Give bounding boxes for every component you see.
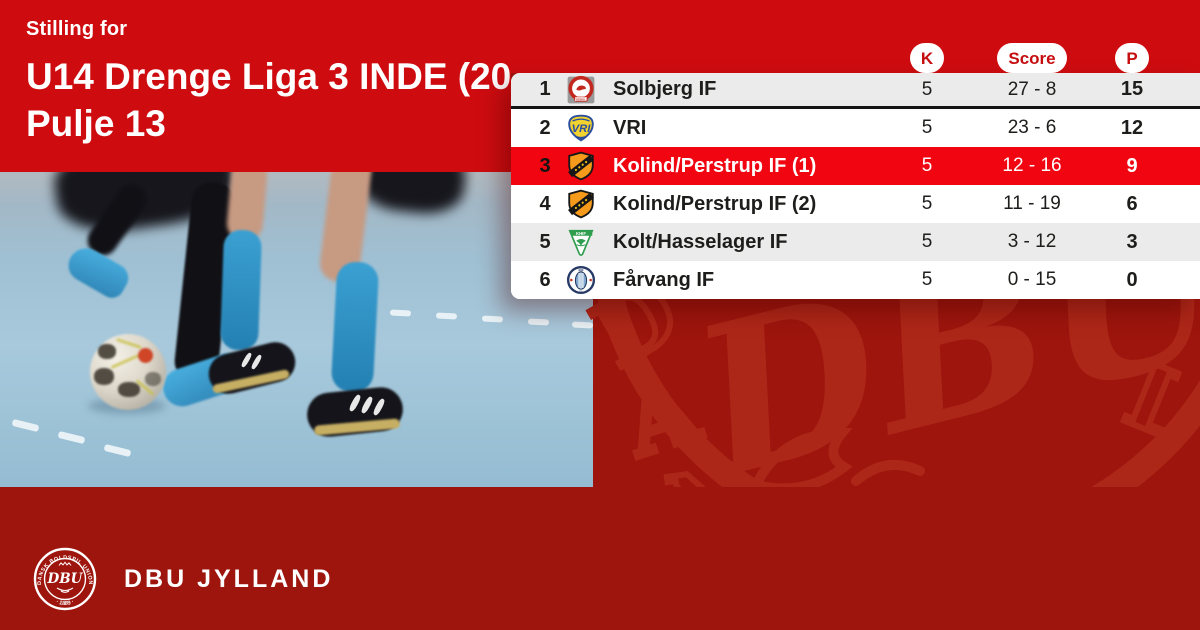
club-name: Fårvang IF — [613, 268, 715, 291]
table-row: 3 Kolind/Perstrup IF (1) 5 12 - 16 9 — [511, 147, 1200, 185]
court-line-dash — [527, 318, 550, 326]
position-cell: 6 — [539, 268, 551, 291]
club-name: VRI — [613, 116, 647, 139]
club-name: Solbjerg IF — [613, 78, 717, 100]
player-sock — [219, 229, 263, 351]
page-title: U14 Drenge Liga 3 INDE (20.. — [26, 56, 532, 97]
score-cell: 23 - 6 — [1007, 117, 1057, 138]
table-row: 5 KHIF Kolt/Hasselager IF 5 3 - 12 3 — [511, 223, 1200, 261]
court-line-dash — [11, 418, 40, 433]
matches-cell: 5 — [921, 193, 933, 214]
matches-cell: 5 — [921, 78, 933, 100]
position-cell: 3 — [539, 154, 551, 177]
crest-ring-bottom-text: · 1889 · — [55, 599, 75, 607]
table-row: 1 FODBOLD Solbjerg IF 5 27 - 8 15 — [511, 73, 1200, 106]
position-cell: 2 — [539, 116, 551, 139]
dbu-watermark: D A N L DBU — [560, 299, 1200, 487]
score-cell: 0 - 15 — [1007, 269, 1057, 290]
points-cell: 0 — [1126, 268, 1138, 291]
kolind-club-logo-icon — [565, 188, 597, 220]
table-row: 4 Kolind/Perstrup IF (2) 5 11 - 19 6 — [511, 185, 1200, 223]
court-line-dash — [481, 315, 504, 323]
player-torso — [356, 172, 469, 218]
score-cell: 3 - 12 — [1007, 231, 1057, 252]
matches-cell: 5 — [921, 231, 933, 252]
watermark-letters: DBU — [669, 299, 1200, 487]
matches-cell: 5 — [921, 117, 933, 138]
matches-cell: 5 — [921, 269, 933, 290]
club-name: Kolt/Hasselager IF — [613, 230, 788, 253]
header-band-left — [0, 0, 511, 172]
table-rows: 1 FODBOLD Solbjerg IF 5 27 - 8 15 2 VRI … — [511, 73, 1200, 299]
position-cell: 1 — [539, 78, 551, 100]
court-line-dash — [57, 430, 86, 445]
column-header-matches: K — [910, 43, 944, 73]
svg-text:KHIF: KHIF — [576, 231, 586, 236]
crest-center-text: DBU — [47, 571, 84, 587]
eyebrow-label: Stilling for — [26, 18, 128, 40]
svg-text:· 1889 ·: · 1889 · — [55, 599, 75, 607]
points-cell: 12 — [1120, 116, 1144, 139]
kolind-club-logo-icon — [565, 150, 597, 182]
score-cell: 27 - 8 — [1007, 78, 1057, 100]
club-name: Kolind/Perstrup IF (1) — [613, 154, 817, 177]
page-subtitle: Pulje 13 — [26, 103, 166, 144]
svg-text:···: ··· — [579, 289, 582, 293]
points-cell: 15 — [1120, 78, 1144, 100]
table-row: 6 FIF ··· Fårvang IF 5 0 - 15 0 — [511, 261, 1200, 299]
club-name: Kolind/Perstrup IF (2) — [613, 192, 817, 215]
table-row: 2 VRI VRI 5 23 - 6 12 — [511, 109, 1200, 147]
score-cell: 11 - 19 — [1003, 193, 1061, 214]
points-cell: 3 — [1126, 230, 1138, 253]
court-line-dash — [435, 312, 458, 320]
kolt-club-logo-icon: KHIF — [565, 226, 597, 258]
futsal-photo — [0, 172, 593, 487]
matches-cell: 5 — [921, 155, 933, 176]
vri-club-logo-icon: VRI — [565, 112, 597, 144]
player-sock — [330, 260, 380, 394]
position-cell: 4 — [539, 192, 551, 215]
football — [90, 334, 166, 410]
svg-text:VRI: VRI — [572, 123, 592, 135]
standings-table: K Score P 1 FODBOLD Solbjerg IF 5 27 - 8… — [511, 43, 1200, 299]
score-cell: 12 - 16 — [1002, 155, 1062, 176]
faarvang-club-logo-icon: FIF ··· — [565, 264, 597, 296]
court-line-dash — [389, 309, 412, 317]
column-header-score: Score — [997, 43, 1067, 73]
points-cell: 6 — [1126, 192, 1138, 215]
solbjerg-club-logo-icon: FODBOLD — [565, 74, 597, 106]
points-cell: 9 — [1126, 154, 1138, 177]
position-cell: 5 — [539, 230, 551, 253]
headline: Stilling for U14 Drenge Liga 3 INDE (20.… — [26, 18, 532, 147]
brand-wordmark: DBU JYLLAND — [124, 565, 334, 593]
court-line-dash — [103, 443, 132, 458]
svg-text:FODBOLD: FODBOLD — [574, 97, 588, 101]
svg-text:FIF: FIF — [578, 268, 583, 272]
column-header-points: P — [1115, 43, 1149, 73]
dbu-crest-logo: DANSK BOLDSPIL UNION · 1889 · DBU — [33, 547, 97, 611]
promotion-divider — [511, 106, 1200, 109]
